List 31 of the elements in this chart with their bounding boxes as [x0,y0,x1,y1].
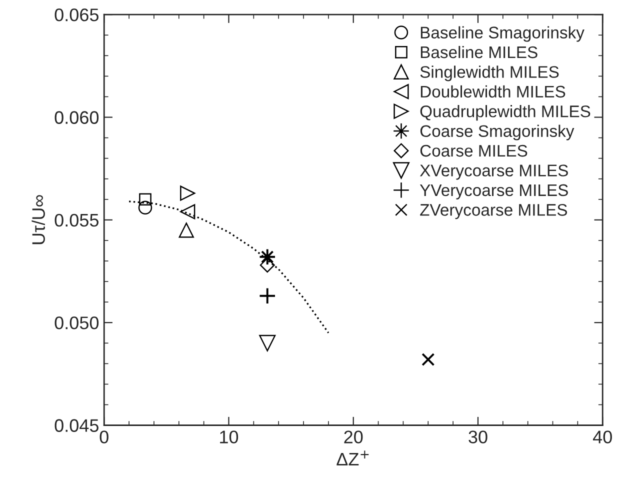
legend-label: Coarse Smagorinsky [420,124,574,140]
x-tick-label: 20 [344,430,363,444]
legend-label: Singlewidth MILES [420,66,559,82]
legend-label: ZVerycoarse MILES [420,204,567,220]
legend-label: XVerycoarse MILES [420,164,568,180]
point [260,258,275,273]
x-tick-label: 0 [100,430,108,444]
legend-label: YVerycoarse MILES [420,184,568,200]
point [259,334,276,352]
legend-label: Quadruplewidth MILES [420,105,590,121]
point [138,200,152,214]
y-axis-title: Uτ/U∞ [32,195,45,244]
legend-label: Baseline Smagorinsky [420,26,584,42]
x-axis-title: ΔZ$^{+}$ [336,450,369,466]
point [180,204,196,220]
point [139,193,152,206]
point [258,287,276,305]
point [178,222,194,238]
y-tick-label: 0.050 [54,316,99,330]
x-tick-label: 40 [592,430,612,444]
y-tick-label: 0.055 [54,214,98,227]
legend-label: Coarse MILES [420,144,528,157]
legend-label: Baseline MILES [420,46,538,58]
point [422,353,435,366]
x-tick-label: 10 [220,430,238,444]
y-tick-label: 0.060 [54,111,99,124]
y-tick-label: 0.065 [54,8,98,22]
y-tick-label: 0.045 [54,419,98,432]
x-tick-label: 30 [468,430,488,444]
point [180,186,196,201]
legend-label: Doublewidth MILES [420,85,566,98]
